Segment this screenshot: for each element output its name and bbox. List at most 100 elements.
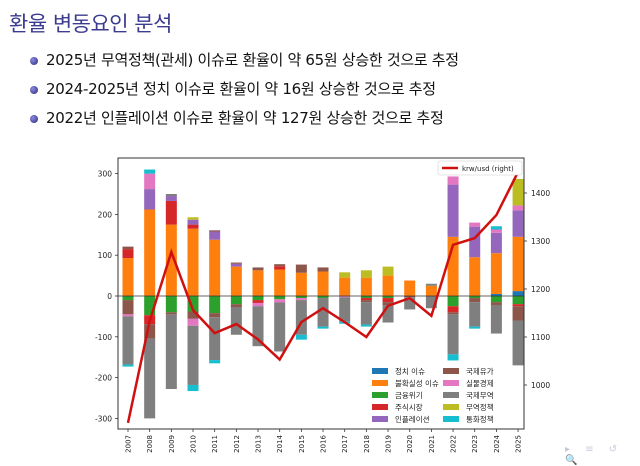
- legend-label: 무역정책: [466, 402, 494, 412]
- y-tick-label: 100: [98, 251, 113, 260]
- bar-segment: [317, 296, 329, 299]
- legend-label: 불확실성 이슈: [395, 378, 439, 388]
- bullet-dot-icon: [30, 86, 38, 94]
- bar-segment: [295, 264, 307, 273]
- bar-segment: [469, 296, 481, 299]
- bar-segment: [252, 296, 264, 301]
- bar-segment: [209, 313, 221, 318]
- bullet-item: 2022년 인플레이션 이슈로 환율이 약 127원 상승한 것으로 추정: [28, 104, 459, 133]
- bullet-item: 2024-2025년 정치 이슈로 환율이 약 16원 상승한 것으로 추정: [28, 75, 459, 104]
- bar-segment: [165, 196, 177, 201]
- bar-segment: [512, 306, 524, 321]
- x-tick-label: 2018: [363, 435, 371, 453]
- bar-segment: [252, 267, 264, 271]
- bar-segment: [165, 296, 177, 313]
- bar-segment: [360, 302, 372, 325]
- back-icon[interactable]: ↺: [608, 444, 624, 455]
- bar-segment: [187, 228, 199, 296]
- bar-segment: [209, 317, 221, 361]
- bar-segment: [447, 236, 459, 296]
- legend-label: 국제유가: [466, 367, 494, 376]
- bar-segment: [274, 266, 286, 270]
- x-tick-label: 2015: [298, 435, 306, 453]
- y2-tick-label: 1300: [531, 237, 550, 246]
- bar-segment: [469, 298, 481, 303]
- bar-segment: [187, 311, 199, 319]
- bar-segment: [230, 262, 242, 264]
- bar-segment: [295, 298, 307, 301]
- x-tick-label: 2008: [146, 435, 154, 453]
- bar-segment: [382, 298, 394, 303]
- bar-segment: [252, 300, 264, 303]
- bar-segment: [187, 384, 199, 392]
- bar-segment: [144, 169, 156, 174]
- bar-segment: [317, 326, 329, 329]
- bar-segment: [165, 224, 177, 296]
- bar-segment: [512, 210, 524, 237]
- bar-segment: [295, 334, 307, 340]
- bar-segment: [382, 266, 394, 276]
- bar-segment: [360, 270, 372, 278]
- bar-segment: [230, 307, 242, 335]
- x-tick-label: 2017: [341, 435, 349, 453]
- bar-segment: [122, 296, 134, 301]
- bullet-text: 2022년 인플레이션 이슈로 환율이 약 127원 상승한 것으로 추정: [46, 109, 444, 127]
- bar-segment: [252, 302, 264, 307]
- slide-navigation[interactable]: ▸ ≡ ↺ 🔍: [565, 444, 640, 466]
- bar-segment: [339, 297, 351, 322]
- bar-segment: [360, 324, 372, 327]
- next-slide-icon[interactable]: ▸: [565, 444, 577, 455]
- bar-segment: [382, 296, 394, 299]
- bar-segment: [187, 296, 199, 312]
- bar-segment: [230, 263, 242, 267]
- bar-segment: [274, 296, 286, 300]
- bar-segment: [252, 306, 264, 347]
- bar-segment: [230, 304, 242, 308]
- bullet-list: 2025년 무역정책(관세) 이슈로 환율이 약 65원 상승한 것으로 추정 …: [28, 46, 459, 133]
- bar-segment: [360, 298, 372, 301]
- x-tick-label: 2020: [406, 435, 414, 453]
- bar-segment: [490, 302, 502, 305]
- y2-tick-label: 1000: [531, 381, 550, 390]
- legend-label: 금융위기: [395, 391, 423, 400]
- y-tick-label: 0: [107, 292, 112, 301]
- bar-segment: [490, 253, 502, 294]
- bar-segment: [360, 300, 372, 303]
- outline-icon[interactable]: ≡: [585, 444, 600, 455]
- y-tick-label: -300: [95, 414, 112, 423]
- bar-segment: [382, 305, 394, 323]
- bullet-text: 2024-2025년 정치 이슈로 환율이 약 16원 상승한 것으로 추정: [46, 80, 436, 98]
- bar-segment: [295, 300, 307, 335]
- bar-segment: [122, 364, 134, 367]
- bar-segment: [469, 226, 481, 258]
- bar-segment: [144, 209, 156, 296]
- bar-segment: [447, 312, 459, 315]
- bar-segment: [209, 239, 221, 296]
- bar-segment: [425, 283, 437, 286]
- bar-segment: [447, 176, 459, 185]
- bar-segment: [490, 296, 502, 303]
- bar-segment: [425, 285, 437, 296]
- x-tick-label: 2007: [125, 435, 133, 453]
- y-tick-label: 300: [98, 170, 113, 179]
- bar-segment: [274, 269, 286, 296]
- x-tick-label: 2010: [190, 435, 198, 453]
- bar-segment: [512, 304, 524, 307]
- krw-usd-line: [126, 171, 520, 424]
- bar-segment: [447, 306, 459, 313]
- x-tick-label: 2014: [276, 434, 284, 452]
- legend-label: 인플레이션: [395, 414, 430, 424]
- bar-segment: [230, 296, 242, 305]
- x-tick-label: 2023: [471, 435, 479, 453]
- bar-segment: [339, 296, 351, 298]
- bar-segment: [382, 275, 394, 296]
- bar-segment: [187, 217, 199, 220]
- legend-label: 정치 이슈: [395, 366, 425, 376]
- bar-segment: [144, 324, 156, 339]
- zoom-icon[interactable]: 🔍: [565, 455, 584, 466]
- bullet-item: 2025년 무역정책(관세) 이슈로 환율이 약 65원 상승한 것으로 추정: [28, 46, 459, 75]
- bar-segment: [122, 314, 134, 317]
- bar-segment: [144, 173, 156, 190]
- bar-segment: [122, 249, 134, 259]
